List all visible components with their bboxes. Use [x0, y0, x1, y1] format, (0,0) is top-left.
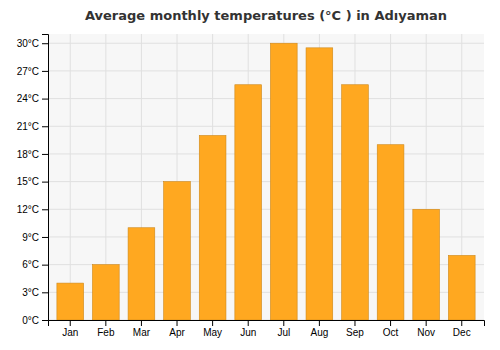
chart-title: Average monthly temperatures (°C ) in Ad…: [85, 8, 447, 23]
x-tick-label: Jul: [277, 327, 290, 338]
y-tick-label: 24°C: [17, 93, 39, 104]
x-tick: Jul: [277, 320, 290, 338]
bar: [342, 85, 369, 320]
grid: [48, 34, 484, 320]
x-tick: Mar: [133, 320, 151, 338]
x-tick-label: Jan: [62, 327, 78, 338]
x-tick-mark: [319, 320, 320, 326]
bar: [199, 135, 226, 320]
y-tick-mark: [42, 126, 48, 127]
y-tick-label: 9°C: [22, 232, 39, 243]
x-tick-mark: [141, 320, 142, 326]
y-tick-mark: [42, 292, 48, 293]
chart-svg: 0°C 3°C 6°C 9°C 12°C 15°C 18°C 21°C 24°C 27°C 30°C…: [0, 0, 500, 350]
y-tick-mark: [42, 43, 48, 44]
plot-background: [48, 34, 484, 320]
y-grid-line: [48, 70, 484, 71]
x-tick-mark: [283, 320, 284, 326]
x-tick-mark: [426, 320, 427, 326]
y-tick-mark: [42, 237, 48, 238]
x-tick: Nov: [417, 320, 435, 338]
y-tick: 18°C: [17, 149, 48, 160]
x-tick-label: Apr: [169, 327, 185, 338]
plot: 0°C 3°C 6°C 9°C 12°C 15°C 18°C 21°C 24°C 27°C 30°C…: [17, 34, 485, 338]
y-grid-line: [48, 153, 484, 154]
x-tick: Oct: [383, 320, 399, 338]
y-tick-label: 15°C: [17, 176, 39, 187]
y-grid-line: [48, 43, 484, 44]
x-grid-line: [70, 34, 71, 320]
x-tick: Jun: [240, 320, 256, 338]
bars: [57, 43, 475, 320]
x-axis: Jan Feb Mar Apr May Jun Jul Aug Sep Oct Nov Dec: [49, 320, 485, 338]
x-tick-label: Sep: [346, 327, 364, 338]
y-grid-line: [48, 98, 484, 99]
y-tick: 30°C: [17, 38, 48, 49]
y-tick: 6°C: [22, 259, 48, 270]
x-tick-mark: [212, 320, 213, 326]
x-tick-label: Aug: [310, 327, 328, 338]
x-axis-line: [49, 321, 485, 327]
y-grid-line: [48, 126, 484, 127]
y-tick: 21°C: [17, 121, 48, 132]
x-tick-label: Jun: [240, 327, 256, 338]
x-tick: Jan: [62, 320, 78, 338]
chart-container: 0°C 3°C 6°C 9°C 12°C 15°C 18°C 21°C 24°C 27°C 30°C…: [0, 0, 500, 350]
x-tick-mark: [354, 320, 355, 326]
x-tick: Dec: [453, 320, 471, 338]
x-tick-label: Oct: [383, 327, 399, 338]
y-tick-label: 30°C: [17, 38, 39, 49]
y-tick-mark: [42, 209, 48, 210]
bar: [235, 85, 262, 320]
x-tick: Feb: [97, 320, 115, 338]
y-tick-mark: [42, 71, 48, 72]
y-tick-mark: [42, 154, 48, 155]
x-tick: May: [203, 320, 222, 338]
y-tick: 3°C: [22, 287, 48, 298]
bar: [128, 228, 155, 320]
bar: [306, 48, 333, 320]
y-tick-mark: [42, 265, 48, 266]
x-tick-label: Mar: [133, 327, 151, 338]
bar: [448, 255, 475, 320]
x-tick-mark: [105, 320, 106, 326]
x-tick-label: May: [203, 327, 222, 338]
y-tick-mark: [42, 182, 48, 183]
x-tick-label: Nov: [417, 327, 435, 338]
y-tick: 27°C: [17, 66, 48, 77]
x-tick-label: Dec: [453, 327, 471, 338]
y-tick-label: 6°C: [22, 259, 39, 270]
y-axis-line: [42, 35, 49, 321]
y-grid-line: [48, 181, 484, 182]
y-axis: 0°C 3°C 6°C 9°C 12°C 15°C 18°C 21°C 24°C 27°C 30°C: [17, 35, 49, 326]
bar: [164, 182, 191, 320]
y-tick: 9°C: [22, 232, 48, 243]
x-tick: Aug: [310, 320, 328, 338]
y-tick-label: 0°C: [22, 315, 39, 326]
x-tick-mark: [248, 320, 249, 326]
x-tick-mark: [390, 320, 391, 326]
y-tick-label: 27°C: [17, 66, 39, 77]
y-tick-label: 21°C: [17, 121, 39, 132]
x-tick-mark: [177, 320, 178, 326]
bar: [377, 145, 404, 320]
x-tick-mark: [70, 320, 71, 326]
y-tick: 0°C: [22, 315, 48, 326]
y-tick: 12°C: [17, 204, 48, 215]
y-tick-mark: [42, 320, 48, 321]
y-tick-label: 12°C: [17, 204, 39, 215]
bar: [57, 283, 84, 320]
y-tick-label: 18°C: [17, 149, 39, 160]
x-tick: Sep: [346, 320, 364, 338]
bar: [413, 209, 440, 320]
bar: [92, 265, 119, 320]
y-tick-label: 3°C: [22, 287, 39, 298]
x-tick-label: Feb: [97, 327, 115, 338]
x-tick-mark: [461, 320, 462, 326]
x-tick: Apr: [169, 320, 185, 338]
bar: [270, 43, 297, 320]
y-tick-mark: [42, 99, 48, 100]
y-tick: 24°C: [17, 93, 48, 104]
y-tick: 15°C: [17, 176, 48, 187]
